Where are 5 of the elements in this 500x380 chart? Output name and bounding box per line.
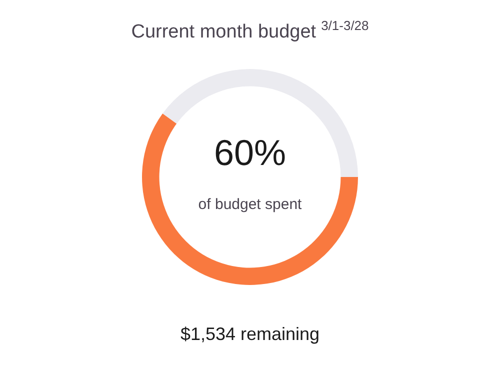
text: $1,534 remaining xyxy=(179,324,321,345)
chart-subtitle: 3/1-3/28 xyxy=(321,18,369,33)
text: of budget spent xyxy=(198,196,303,214)
text: 60% xyxy=(214,132,286,173)
chart-title: Current month budget xyxy=(131,21,316,42)
